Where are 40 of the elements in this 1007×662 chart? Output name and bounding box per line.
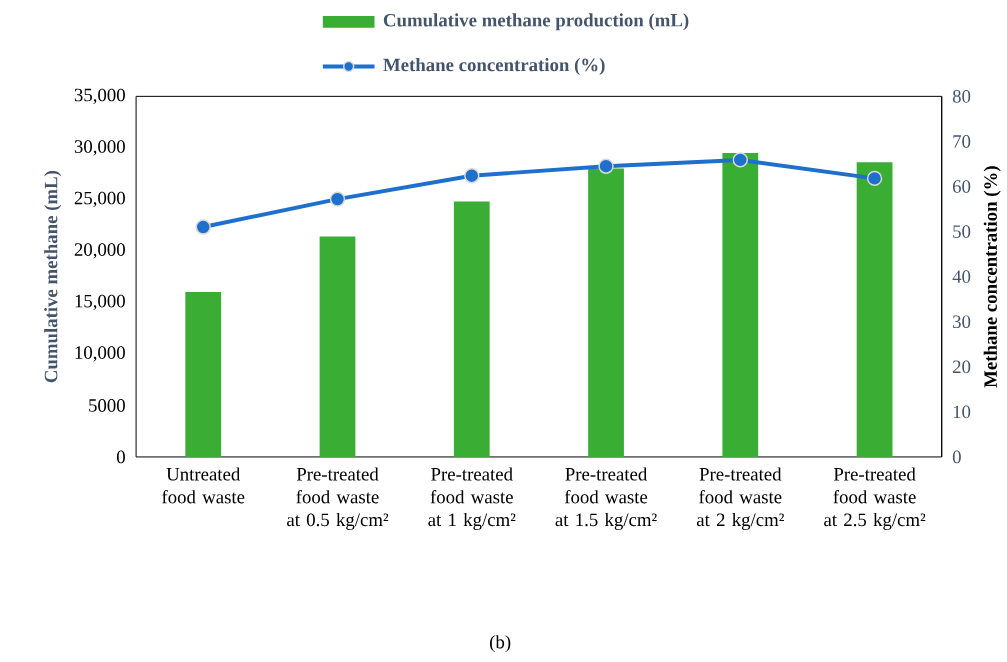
- bar: [185, 292, 222, 458]
- legend-label: Methane concentration (%): [383, 58, 605, 76]
- text: (b): [490, 635, 511, 653]
- y-axis-title: Cumulative methane (mL): [44, 171, 62, 383]
- x-tick-label: Untreated food waste: [162, 467, 245, 504]
- x-tick-label: Pre-treated food waste at 2.5 kg/cm²: [824, 467, 926, 531]
- y2-tick-label: 50: [953, 225, 971, 239]
- y2-tick-label: 10: [953, 405, 971, 419]
- bar: [319, 236, 356, 458]
- x-tick-label: Pre-treated food waste at 0.5 kg/cm²: [287, 467, 389, 531]
- y-tick-label: 25,000: [74, 191, 125, 208]
- y2-tick-label: 0: [952, 450, 961, 464]
- bar: [588, 168, 624, 458]
- y2-tick-label: 20: [952, 360, 971, 374]
- x-tick-label: Pre-treated food waste at 1 kg/cm²: [428, 467, 516, 531]
- y-tick-label: 0: [116, 450, 125, 464]
- y2-axis-title: Methane concentration (%): [983, 166, 1001, 388]
- point: [329, 191, 346, 208]
- point: [598, 158, 614, 175]
- point: [464, 168, 480, 184]
- y-tick-label: 15,000: [75, 294, 125, 311]
- legend-label: Cumulative methane production (mL): [383, 13, 689, 31]
- y2-tick-label: 60: [952, 180, 971, 194]
- point: [195, 219, 211, 235]
- y-tick-label: 20,000: [74, 243, 125, 259]
- y-tick-label: 35,000: [74, 88, 125, 105]
- y2-tick-label: 40: [952, 270, 971, 284]
- y2-tick-label: 80: [952, 90, 971, 103]
- bar: [453, 201, 490, 458]
- point: [732, 152, 749, 168]
- y-tick-label: 10,000: [75, 346, 125, 362]
- bar: [722, 153, 759, 458]
- y-tick-label: 5000: [89, 399, 125, 412]
- y-tick-label: 30,000: [74, 140, 125, 156]
- x-tick-label: Pre-treated food waste at 1.5 kg/cm²: [555, 467, 657, 531]
- y2-tick-label: 70: [953, 135, 971, 148]
- point: [866, 170, 883, 187]
- y2-tick-label: 30: [953, 315, 971, 329]
- x-tick-label: Pre-treated food waste at 2 kg/cm²: [696, 467, 784, 531]
- bar: [856, 162, 893, 458]
